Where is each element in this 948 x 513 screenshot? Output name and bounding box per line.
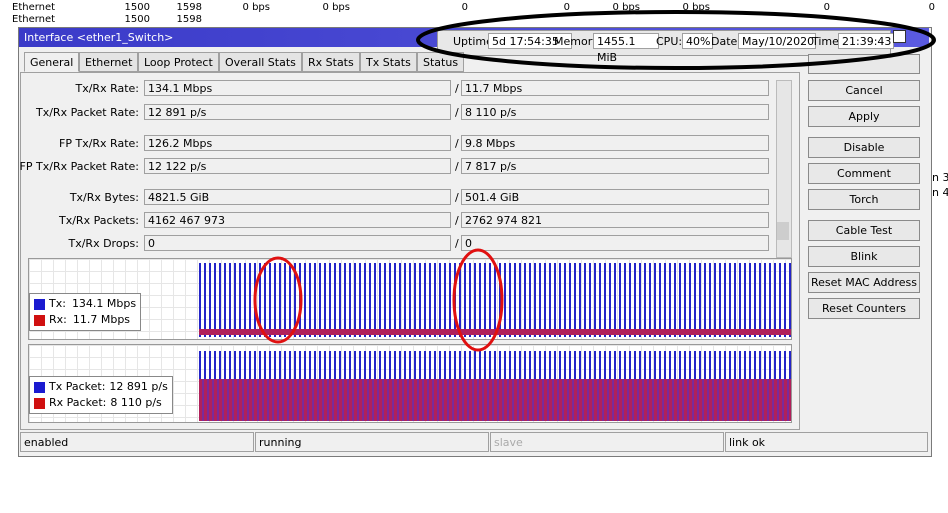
legend-swatch (34, 397, 45, 409)
separator: / (455, 214, 459, 227)
table-cell: 0 (563, 2, 570, 13)
tx-value: 4821.5 GiB (144, 189, 451, 205)
legend-swatch (34, 381, 45, 393)
table-cell: 1598 (176, 14, 202, 25)
status-label: CPU: (656, 35, 683, 48)
status-field: running (255, 432, 489, 452)
legend-row: Tx: 134.1 Mbps (34, 296, 136, 312)
rx-value: 9.8 Mbps (461, 135, 769, 151)
legend: Tx Packet: 12 891 p/s Rx Packet: 8 110 p/s (29, 376, 173, 414)
button[interactable]: Comment (808, 163, 920, 184)
legend-value: 8 110 p/s (110, 396, 162, 409)
field-label: FP Tx/Rx Rate: (59, 137, 139, 150)
table-cell: 0 bps (322, 2, 350, 13)
field-label: Tx/Rx Drops: (68, 237, 140, 250)
scroll-thumb[interactable] (777, 222, 789, 240)
tx-value: 126.2 Mbps (144, 135, 451, 151)
status-value: 40% (682, 33, 713, 49)
table-cell: Ethernet (12, 2, 56, 13)
legend-label: Rx: (49, 313, 67, 326)
table-cell: 1598 (176, 2, 202, 13)
side-text: n 4 (932, 186, 948, 199)
tx-value: 12 891 p/s (144, 104, 451, 120)
button[interactable]: Apply (808, 106, 920, 127)
tab[interactable]: Ethernet (79, 52, 139, 72)
scrollbar[interactable] (776, 80, 792, 258)
tab[interactable]: General (24, 52, 80, 72)
separator: / (455, 82, 459, 95)
table-cell: 0 (823, 2, 830, 13)
table-cell: 1500 (124, 14, 150, 25)
legend-label: Tx Packet: (49, 380, 106, 393)
separator: / (455, 137, 459, 150)
legend-row: Rx Packet: 8 110 p/s (34, 395, 168, 411)
table-cell: 1500 (124, 2, 150, 13)
tx-value: 134.1 Mbps (144, 80, 451, 96)
legend-value: 11.7 Mbps (72, 313, 131, 326)
rx-value: 8 110 p/s (461, 104, 769, 120)
table-cell: 0 bps (242, 2, 270, 13)
tab[interactable]: Overall Stats (219, 52, 302, 72)
tx-value: 12 122 p/s (144, 158, 451, 174)
rxp-bars (199, 379, 791, 421)
status-field: link ok (725, 432, 928, 452)
graph-rate (28, 258, 792, 340)
legend-value: 134.1 Mbps (71, 297, 137, 310)
legend-label: Tx: (49, 297, 66, 310)
table-cell: 0 (461, 2, 468, 13)
table-cell: 0 bps (612, 2, 640, 13)
legend-swatch (34, 314, 45, 326)
separator: / (455, 106, 459, 119)
rx-value: 7 817 p/s (461, 158, 769, 174)
rx-bars (199, 329, 791, 335)
field-label: Tx/Rx Packets: (58, 214, 139, 227)
rx-value: 0 (461, 235, 769, 251)
tx-bars (199, 263, 791, 337)
button[interactable]: Reset Counters (808, 298, 920, 319)
ok-button[interactable] (808, 54, 920, 74)
button[interactable]: Torch (808, 189, 920, 210)
tx-value: 0 (144, 235, 451, 251)
legend-label: Rx Packet: (49, 396, 107, 409)
separator: / (455, 191, 459, 204)
status-value: 21:39:43 (838, 33, 894, 49)
tx-value: 4162 467 973 (144, 212, 451, 228)
window-title: Interface <ether1_Switch> (24, 31, 174, 44)
status-value: May/10/2020 (738, 33, 816, 49)
status-field: enabled (20, 432, 254, 452)
tab[interactable]: Status (417, 52, 465, 72)
tab[interactable]: Loop Protect (138, 52, 219, 72)
side-text: n 3 (932, 171, 948, 184)
tab[interactable]: Rx Stats (302, 52, 360, 72)
rx-value: 501.4 GiB (461, 189, 769, 205)
table-cell: 0 bps (682, 2, 710, 13)
button[interactable]: Cable Test (808, 220, 920, 241)
field-label: FP Tx/Rx Packet Rate: (19, 160, 139, 173)
win-buttons[interactable] (893, 30, 906, 43)
separator: / (455, 237, 459, 250)
status-label: Date: (711, 35, 741, 48)
button[interactable]: Cancel (808, 80, 920, 101)
rx-value: 11.7 Mbps (461, 80, 769, 96)
legend-swatch (34, 298, 45, 310)
button[interactable]: Disable (808, 137, 920, 158)
field-label: Tx/Rx Bytes: (69, 191, 139, 204)
legend-row: Rx: 11.7 Mbps (34, 312, 136, 328)
legend-value: 12 891 p/s (109, 380, 168, 393)
legend: Tx: 134.1 Mbps Rx: 11.7 Mbps (29, 293, 142, 331)
field-label: Tx/Rx Packet Rate: (36, 106, 139, 119)
legend-row: Tx Packet: 12 891 p/s (34, 379, 168, 395)
button[interactable]: Blink (808, 246, 920, 267)
table-cell: 0 (928, 2, 935, 13)
button[interactable]: Reset MAC Address (808, 272, 920, 293)
status-value: 1455.1 MiB (593, 33, 659, 64)
separator: / (455, 160, 459, 173)
rx-value: 2762 974 821 (461, 212, 769, 228)
field-label: Tx/Rx Rate: (75, 82, 139, 95)
table-cell: Ethernet (12, 14, 56, 25)
status-field: slave (490, 432, 724, 452)
tab[interactable]: Tx Stats (360, 52, 417, 72)
